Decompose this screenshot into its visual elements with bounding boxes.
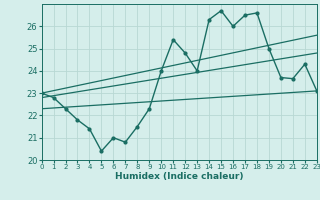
- X-axis label: Humidex (Indice chaleur): Humidex (Indice chaleur): [115, 172, 244, 181]
